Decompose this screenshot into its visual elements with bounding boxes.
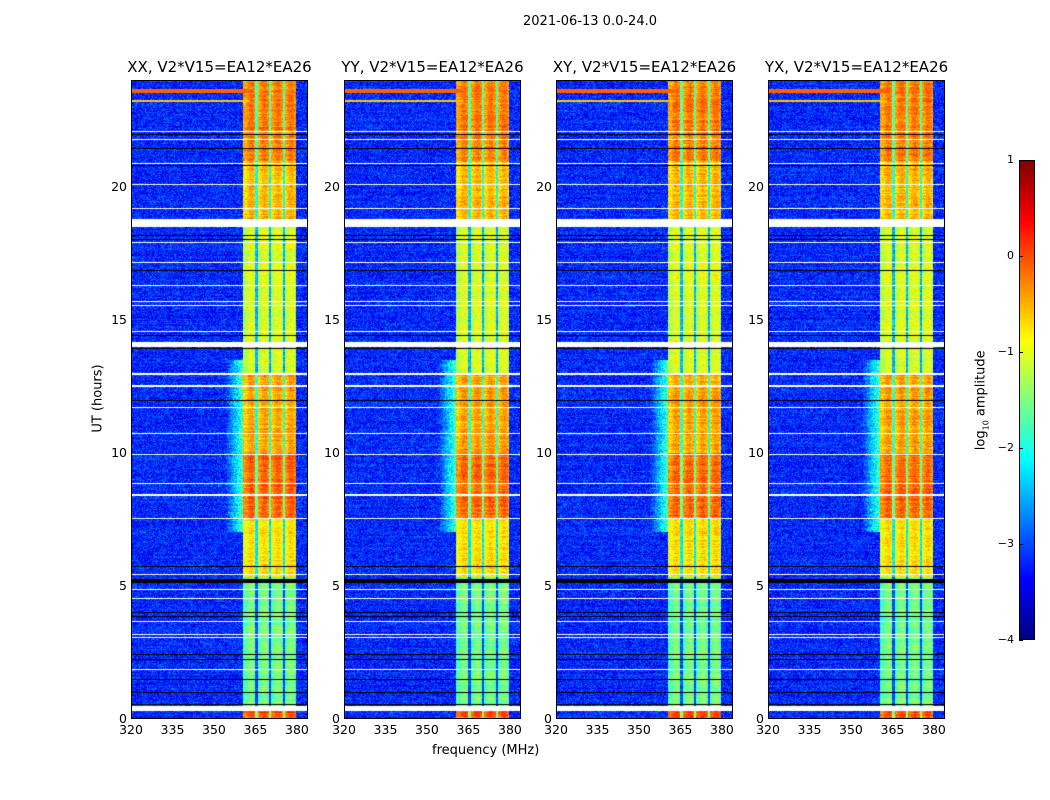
colorbar-tick-label: −1	[997, 345, 1014, 358]
panel-title-4: YX, V2*V15=EA12*EA26	[764, 58, 949, 76]
y-tick-label: 0	[756, 711, 764, 726]
x-tick-label: 320	[544, 722, 568, 737]
y-tick-label: 20	[748, 178, 764, 194]
panel-title-3: XY, V2*V15=EA12*EA26	[552, 58, 737, 76]
x-axis-label: frequency (MHz)	[432, 743, 540, 758]
y-tick-label: 10	[111, 444, 127, 460]
y-tick-label: 5	[544, 577, 552, 593]
y-tick-label: 20	[536, 178, 552, 194]
heatmap-image	[769, 81, 944, 718]
x-tick-label: 365	[880, 722, 905, 737]
colorbar-tick-label: −2	[997, 441, 1014, 454]
figure-title: 2021-06-13 0.0-24.0	[523, 14, 657, 29]
colorbar-tick-label: 0	[1007, 249, 1014, 262]
colorbar-tick-mark	[1019, 448, 1023, 449]
colorbar-tick-mark	[1019, 352, 1023, 353]
x-tick-label: 335	[585, 722, 610, 737]
x-tick-label: 335	[797, 722, 822, 737]
spectrogram-panel-4	[768, 80, 945, 719]
x-tick-label: 380	[285, 722, 309, 737]
y-tick-label: 5	[332, 577, 340, 593]
colorbar-tick-mark	[1019, 160, 1023, 161]
y-tick-label: 15	[536, 311, 552, 327]
colorbar-tick-mark	[1019, 256, 1023, 257]
x-tick-label: 320	[756, 722, 780, 737]
colorbar-tick-label: −3	[997, 537, 1014, 550]
y-tick-label: 10	[536, 444, 552, 460]
x-tick-label: 350	[627, 722, 651, 737]
x-tick-label: 320	[119, 722, 143, 737]
y-tick-label: 15	[111, 311, 127, 327]
x-tick-label: 380	[498, 722, 522, 737]
y-tick-label: 0	[544, 711, 552, 726]
y-tick-label: 0	[119, 711, 127, 726]
x-tick-label: 350	[202, 722, 226, 737]
y-tick-label: 10	[324, 444, 340, 460]
x-tick-label: 350	[839, 722, 863, 737]
heatmap-image	[345, 81, 520, 718]
x-tick-label: 365	[456, 722, 481, 737]
y-tick-label: 10	[748, 444, 764, 460]
spectrogram-panel-1	[131, 80, 308, 719]
colorbar-tick-mark	[1019, 640, 1023, 641]
y-tick-label: 20	[324, 178, 340, 194]
y-tick-label: 15	[324, 311, 340, 327]
y-tick-label: 15	[748, 311, 764, 327]
heatmap-image	[132, 81, 307, 718]
y-tick-label: 5	[756, 577, 764, 593]
x-tick-label: 335	[373, 722, 398, 737]
panel-title-2: YY, V2*V15=EA12*EA26	[341, 58, 524, 76]
x-tick-label: 380	[922, 722, 946, 737]
x-tick-label: 365	[668, 722, 693, 737]
y-axis-label: UT (hours)	[90, 364, 106, 433]
colorbar	[1019, 160, 1035, 640]
heatmap-image	[557, 81, 732, 718]
x-tick-label: 380	[710, 722, 734, 737]
spectrogram-panel-3	[556, 80, 733, 719]
x-tick-label: 320	[332, 722, 356, 737]
x-tick-label: 335	[160, 722, 185, 737]
x-tick-label: 350	[415, 722, 439, 737]
x-tick-label: 365	[243, 722, 268, 737]
colorbar-tick-label: 1	[1007, 153, 1014, 166]
panel-title-1: XX, V2*V15=EA12*EA26	[127, 58, 312, 76]
y-tick-label: 20	[111, 178, 127, 194]
colorbar-tick-mark	[1019, 544, 1023, 545]
y-tick-label: 5	[119, 577, 127, 593]
y-tick-label: 0	[332, 711, 340, 726]
spectrogram-panel-2	[344, 80, 521, 719]
colorbar-tick-label: −4	[997, 633, 1014, 646]
